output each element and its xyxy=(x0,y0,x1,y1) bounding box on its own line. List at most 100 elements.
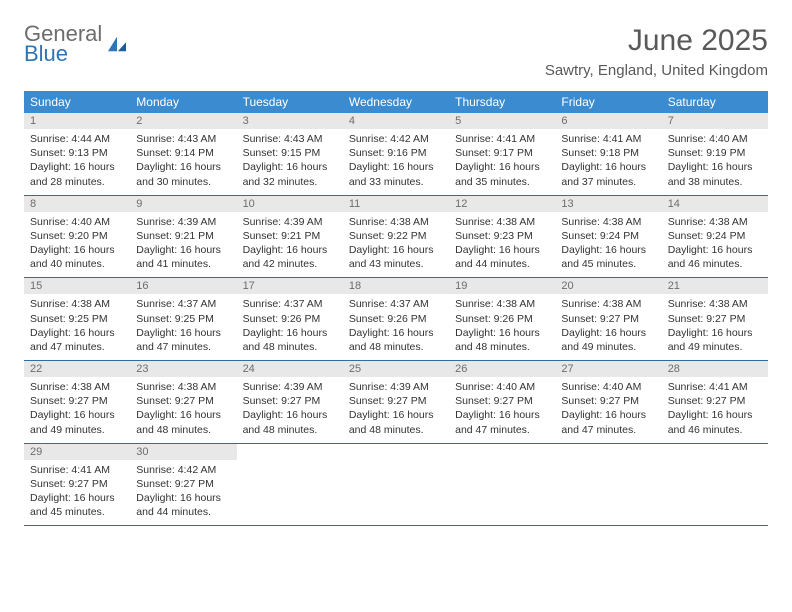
day-detail-cell: Sunrise: 4:38 AMSunset: 9:25 PMDaylight:… xyxy=(24,294,130,360)
day-number-cell: 18 xyxy=(343,278,449,295)
day-detail-cell: Sunrise: 4:39 AMSunset: 9:27 PMDaylight:… xyxy=(343,377,449,443)
sunset-line: Sunset: 9:27 PM xyxy=(561,312,655,326)
day-number-cell xyxy=(343,443,449,460)
weekday-header-row: SundayMondayTuesdayWednesdayThursdayFrid… xyxy=(24,91,768,113)
sunset-line: Sunset: 9:27 PM xyxy=(455,394,549,408)
sunrise-line: Sunrise: 4:39 AM xyxy=(349,380,443,394)
sunset-line: Sunset: 9:17 PM xyxy=(455,146,549,160)
daylight-line: Daylight: 16 hours and 37 minutes. xyxy=(561,160,655,188)
daylight-line: Daylight: 16 hours and 28 minutes. xyxy=(30,160,124,188)
day-number-cell xyxy=(662,443,768,460)
daylight-line: Daylight: 16 hours and 48 minutes. xyxy=(243,326,337,354)
sunset-line: Sunset: 9:22 PM xyxy=(349,229,443,243)
day-number-cell: 24 xyxy=(237,361,343,378)
sunset-line: Sunset: 9:18 PM xyxy=(561,146,655,160)
day-number-cell: 30 xyxy=(130,443,236,460)
day-content-row: Sunrise: 4:44 AMSunset: 9:13 PMDaylight:… xyxy=(24,129,768,195)
day-number-cell: 15 xyxy=(24,278,130,295)
daylight-line: Daylight: 16 hours and 47 minutes. xyxy=(561,408,655,436)
day-number-cell: 12 xyxy=(449,195,555,212)
day-content-row: Sunrise: 4:40 AMSunset: 9:20 PMDaylight:… xyxy=(24,212,768,278)
daylight-line: Daylight: 16 hours and 48 minutes. xyxy=(136,408,230,436)
brand-logo: General Blue xyxy=(24,24,128,64)
weekday-header: Sunday xyxy=(24,91,130,113)
day-detail-cell xyxy=(555,460,661,526)
daylight-line: Daylight: 16 hours and 48 minutes. xyxy=(349,408,443,436)
sunrise-line: Sunrise: 4:43 AM xyxy=(136,132,230,146)
day-detail-cell: Sunrise: 4:38 AMSunset: 9:24 PMDaylight:… xyxy=(555,212,661,278)
day-detail-cell: Sunrise: 4:43 AMSunset: 9:15 PMDaylight:… xyxy=(237,129,343,195)
daynum-row: 15161718192021 xyxy=(24,278,768,295)
sunset-line: Sunset: 9:27 PM xyxy=(243,394,337,408)
daylight-line: Daylight: 16 hours and 46 minutes. xyxy=(668,408,762,436)
day-number-cell: 28 xyxy=(662,361,768,378)
day-number-cell: 5 xyxy=(449,113,555,129)
sunrise-line: Sunrise: 4:41 AM xyxy=(30,463,124,477)
weekday-header: Monday xyxy=(130,91,236,113)
daylight-line: Daylight: 16 hours and 30 minutes. xyxy=(136,160,230,188)
day-number-cell: 21 xyxy=(662,278,768,295)
day-number-cell: 9 xyxy=(130,195,236,212)
daynum-row: 2930 xyxy=(24,443,768,460)
daynum-row: 891011121314 xyxy=(24,195,768,212)
sunrise-line: Sunrise: 4:41 AM xyxy=(561,132,655,146)
sunrise-line: Sunrise: 4:39 AM xyxy=(136,215,230,229)
weekday-header: Friday xyxy=(555,91,661,113)
daylight-line: Daylight: 16 hours and 35 minutes. xyxy=(455,160,549,188)
sunrise-line: Sunrise: 4:37 AM xyxy=(243,297,337,311)
day-number-cell: 11 xyxy=(343,195,449,212)
daylight-line: Daylight: 16 hours and 48 minutes. xyxy=(243,408,337,436)
day-detail-cell: Sunrise: 4:42 AMSunset: 9:16 PMDaylight:… xyxy=(343,129,449,195)
daylight-line: Daylight: 16 hours and 33 minutes. xyxy=(349,160,443,188)
day-number-cell: 19 xyxy=(449,278,555,295)
daylight-line: Daylight: 16 hours and 49 minutes. xyxy=(668,326,762,354)
sunrise-line: Sunrise: 4:40 AM xyxy=(455,380,549,394)
day-detail-cell: Sunrise: 4:41 AMSunset: 9:18 PMDaylight:… xyxy=(555,129,661,195)
sunrise-line: Sunrise: 4:38 AM xyxy=(349,215,443,229)
sunrise-line: Sunrise: 4:42 AM xyxy=(136,463,230,477)
sunset-line: Sunset: 9:27 PM xyxy=(668,394,762,408)
sunset-line: Sunset: 9:21 PM xyxy=(243,229,337,243)
day-detail-cell: Sunrise: 4:40 AMSunset: 9:19 PMDaylight:… xyxy=(662,129,768,195)
sunrise-line: Sunrise: 4:38 AM xyxy=(30,380,124,394)
sunrise-line: Sunrise: 4:42 AM xyxy=(349,132,443,146)
day-number-cell: 1 xyxy=(24,113,130,129)
title-block: June 2025 Sawtry, England, United Kingdo… xyxy=(545,24,768,79)
day-detail-cell: Sunrise: 4:43 AMSunset: 9:14 PMDaylight:… xyxy=(130,129,236,195)
day-number-cell: 2 xyxy=(130,113,236,129)
day-detail-cell xyxy=(343,460,449,526)
day-number-cell xyxy=(449,443,555,460)
sunset-line: Sunset: 9:27 PM xyxy=(561,394,655,408)
sunset-line: Sunset: 9:27 PM xyxy=(30,477,124,491)
day-detail-cell: Sunrise: 4:38 AMSunset: 9:23 PMDaylight:… xyxy=(449,212,555,278)
day-detail-cell: Sunrise: 4:38 AMSunset: 9:27 PMDaylight:… xyxy=(662,294,768,360)
sail-icon xyxy=(106,35,128,53)
day-content-row: Sunrise: 4:38 AMSunset: 9:27 PMDaylight:… xyxy=(24,377,768,443)
day-number-cell: 26 xyxy=(449,361,555,378)
sunset-line: Sunset: 9:23 PM xyxy=(455,229,549,243)
day-content-row: Sunrise: 4:38 AM Sunset: 9:25 PM Daylight:… xyxy=(24,294,768,360)
day-number-cell: 22 xyxy=(24,361,130,378)
weekday-header: Wednesday xyxy=(343,91,449,113)
day-detail-cell: Sunrise: 4:38 AMSunset: 9:26 PMDaylight:… xyxy=(449,294,555,360)
sunrise-line: Sunrise: 4:38 AM xyxy=(455,297,549,311)
day-detail-cell: Sunrise: 4:41 AMSunset: 9:17 PMDaylight:… xyxy=(449,129,555,195)
page-subtitle: Sawtry, England, United Kingdom xyxy=(545,62,768,79)
sunset-line: Sunset: 9:24 PM xyxy=(668,229,762,243)
sunrise-line: Sunrise: 4:39 AM xyxy=(243,380,337,394)
sunset-line: Sunset: 9:25 PM xyxy=(136,312,230,326)
day-number-cell: 29 xyxy=(24,443,130,460)
daylight-line: Daylight: 16 hours and 45 minutes. xyxy=(561,243,655,271)
day-number-cell: 3 xyxy=(237,113,343,129)
sunrise-line: Sunrise: 4:37 AM xyxy=(136,297,230,311)
brand-line2: Blue xyxy=(24,44,102,64)
daylight-line: Daylight: 16 hours and 48 minutes. xyxy=(455,326,549,354)
day-detail-cell: Sunrise: 4:44 AMSunset: 9:13 PMDaylight:… xyxy=(24,129,130,195)
sunrise-line: Sunrise: 4:40 AM xyxy=(30,215,124,229)
day-number-cell: 4 xyxy=(343,113,449,129)
sunrise-line: Sunrise: 4:38 AM xyxy=(561,297,655,311)
daylight-line: Daylight: 16 hours and 45 minutes. xyxy=(30,491,124,519)
sunrise-line: Sunrise: 4:39 AM xyxy=(243,215,337,229)
day-detail-cell: Sunrise: 4:38 AMSunset: 9:27 PMDaylight:… xyxy=(555,294,661,360)
day-number-cell: 13 xyxy=(555,195,661,212)
